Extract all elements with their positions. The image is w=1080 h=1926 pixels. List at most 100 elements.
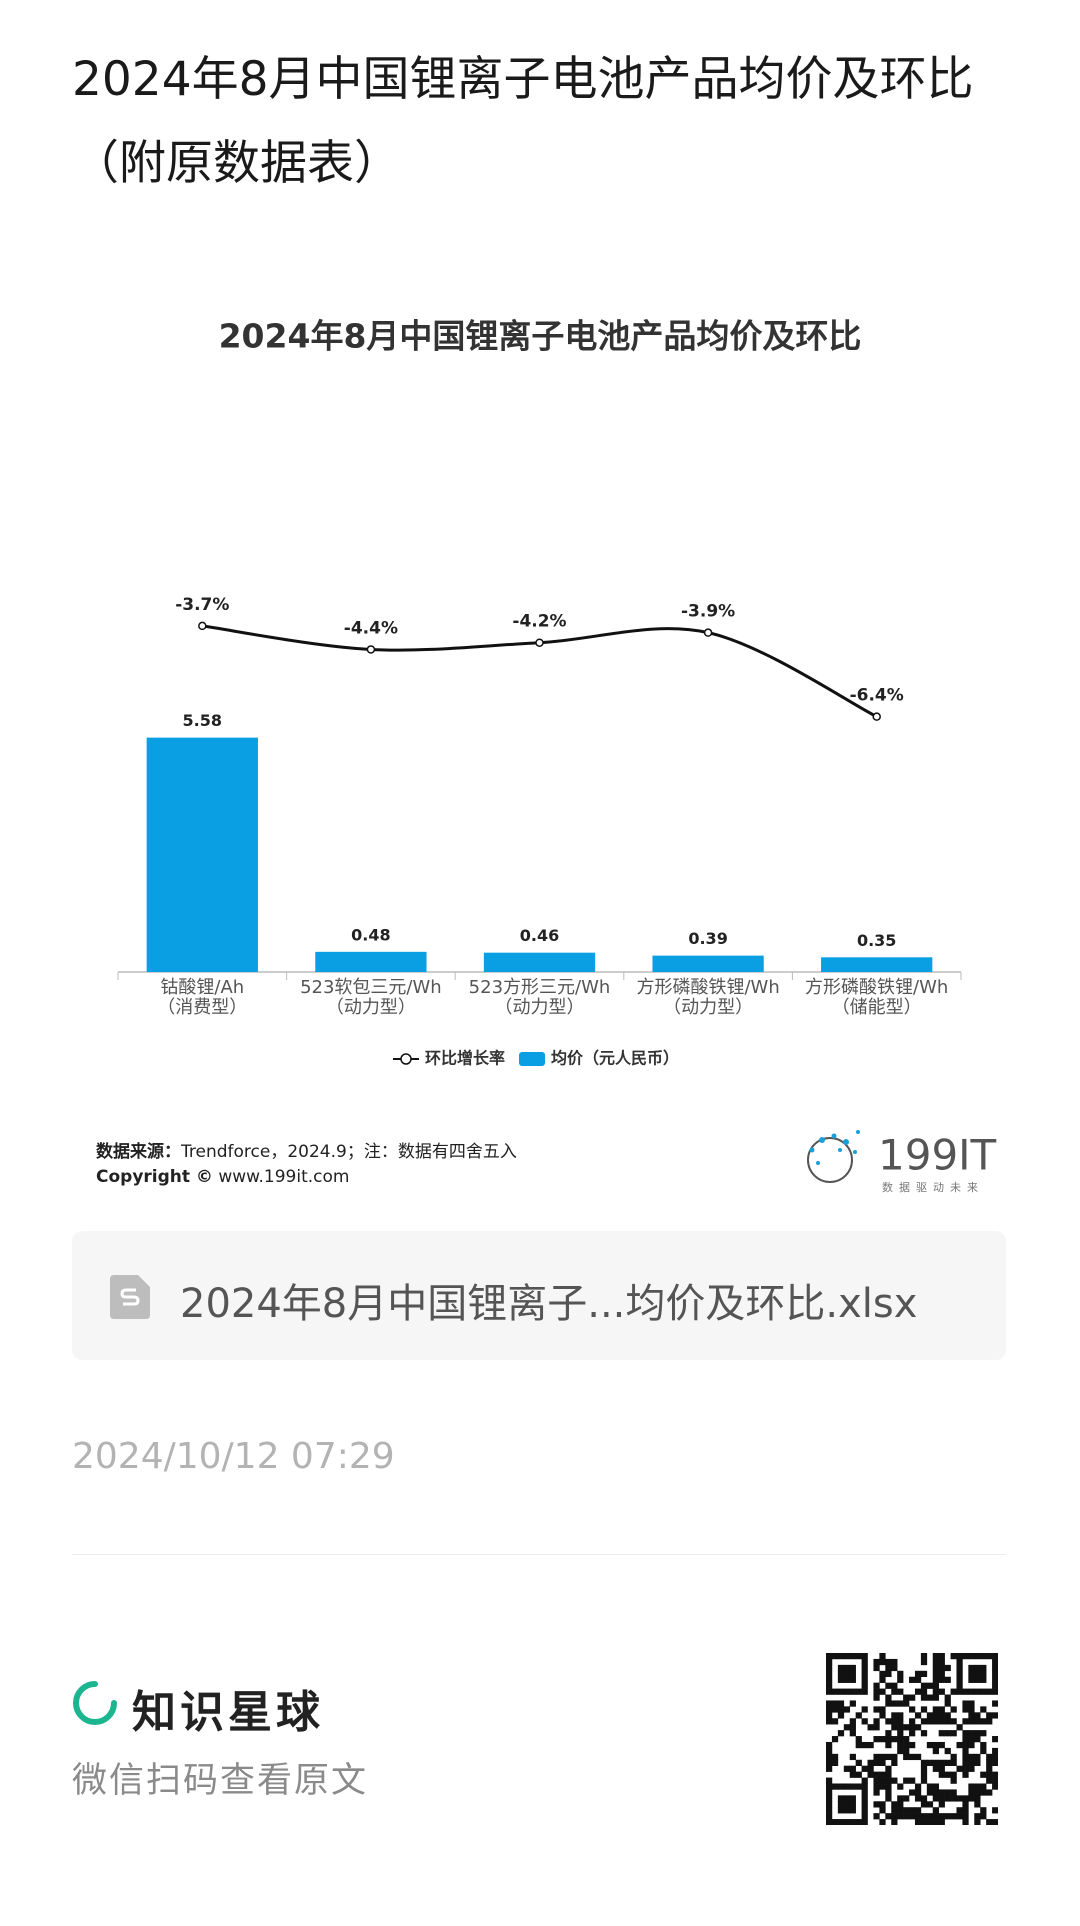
qr-module — [962, 1795, 969, 1802]
qr-module — [980, 1771, 987, 1778]
x-tick-label: （消费型） — [157, 997, 247, 1018]
qr-module — [891, 1813, 898, 1820]
qr-module — [938, 1765, 945, 1772]
qr-module — [855, 1741, 862, 1749]
qr-module — [968, 1653, 975, 1660]
qr-module — [897, 1688, 904, 1695]
qr-module — [920, 1819, 928, 1825]
qr-module — [873, 1813, 880, 1820]
qr-module — [920, 1759, 928, 1766]
qr-module — [992, 1819, 998, 1825]
qr-module — [885, 1771, 892, 1778]
qr-module — [837, 1801, 845, 1808]
qr-module — [950, 1653, 957, 1660]
qr-module — [861, 1670, 868, 1678]
qr-module — [826, 1741, 833, 1749]
qr-module — [891, 1777, 898, 1784]
qr-module — [926, 1783, 934, 1790]
qr-module — [861, 1813, 868, 1820]
qr-module — [938, 1730, 945, 1737]
qr-module — [885, 1670, 892, 1678]
qr-module — [837, 1688, 845, 1695]
qr-module — [861, 1795, 868, 1802]
qr-module — [974, 1664, 981, 1672]
legend-swatch — [519, 1052, 546, 1066]
qr-module — [950, 1777, 957, 1784]
qr-module — [837, 1795, 845, 1802]
qr-module — [944, 1700, 951, 1707]
qr-module — [992, 1700, 998, 1707]
qr-module — [932, 1819, 939, 1825]
qr-module — [897, 1676, 904, 1683]
qr-module — [962, 1753, 969, 1761]
qr-module — [956, 1741, 963, 1749]
qr-module — [826, 1747, 833, 1755]
qr-module — [974, 1813, 981, 1820]
qr-module — [914, 1712, 922, 1719]
qr-module — [885, 1682, 892, 1689]
qr-module — [843, 1724, 851, 1731]
bar-value-label: 0.48 — [351, 925, 390, 944]
qr-module — [914, 1688, 922, 1695]
qr-module — [843, 1653, 851, 1660]
qr-module — [891, 1718, 898, 1725]
source-text: Trendforce，2024.9；注：数据有四舍五入 — [181, 1142, 517, 1162]
qr-module — [986, 1771, 993, 1778]
qr-module — [826, 1676, 833, 1683]
qr-module — [843, 1795, 851, 1802]
qr-module — [855, 1653, 862, 1660]
qr-module — [986, 1765, 993, 1772]
qr-module — [962, 1741, 969, 1749]
qr-module — [914, 1795, 922, 1802]
qr-module — [837, 1783, 845, 1790]
qr-module — [885, 1694, 892, 1701]
qr-module — [855, 1759, 862, 1766]
qr-module — [879, 1807, 886, 1814]
qr-module — [843, 1676, 851, 1683]
qr-module — [920, 1670, 928, 1678]
qr-module — [885, 1730, 892, 1737]
qr-module — [879, 1706, 886, 1713]
qr-code[interactable] — [826, 1653, 998, 1825]
qr-module — [849, 1688, 856, 1695]
x-tick-label: 钴酸锂/Ah — [160, 977, 244, 998]
qr-module — [826, 1789, 833, 1796]
qr-module — [826, 1688, 833, 1695]
qr-module — [986, 1688, 993, 1695]
qr-module — [980, 1747, 987, 1755]
line-point — [366, 645, 376, 654]
qr-module — [903, 1777, 910, 1784]
file-card[interactable]: 2024年8月中国锂离子...均价及环比.xlsx — [72, 1231, 1006, 1360]
qr-module — [920, 1694, 928, 1701]
bar-value-label: 5.58 — [183, 711, 222, 730]
qr-module — [897, 1670, 904, 1678]
chart: 2024年8月中国锂离子电池产品均价及环比 199IT 数据驱动未来 钴酸锂/A… — [117, 317, 997, 1194]
qr-module — [920, 1682, 928, 1689]
qr-module — [861, 1676, 868, 1683]
qr-module — [885, 1765, 892, 1772]
qr-module — [986, 1712, 993, 1719]
qr-module — [980, 1676, 987, 1683]
qr-module — [873, 1724, 880, 1731]
qr-module — [891, 1688, 898, 1695]
qr-module — [837, 1807, 845, 1814]
qr-module — [867, 1771, 874, 1778]
qr-module — [932, 1795, 939, 1802]
qr-module — [879, 1771, 886, 1778]
line-value-label: -3.9% — [681, 602, 735, 622]
qr-module — [980, 1706, 987, 1713]
file-name[interactable]: 2024年8月中国锂离子...均价及环比.xlsx — [180, 1281, 918, 1327]
qr-module — [926, 1819, 934, 1825]
qr-module — [962, 1819, 969, 1825]
qr-module — [879, 1712, 886, 1719]
qr-module — [873, 1736, 880, 1743]
qr-module — [897, 1718, 904, 1725]
qr-module — [974, 1653, 981, 1660]
qr-module — [962, 1706, 969, 1713]
qr-module — [950, 1718, 957, 1725]
qr-module — [956, 1676, 963, 1683]
qr-module — [849, 1676, 856, 1683]
qr-module — [873, 1682, 880, 1689]
qr-module — [962, 1653, 969, 1660]
